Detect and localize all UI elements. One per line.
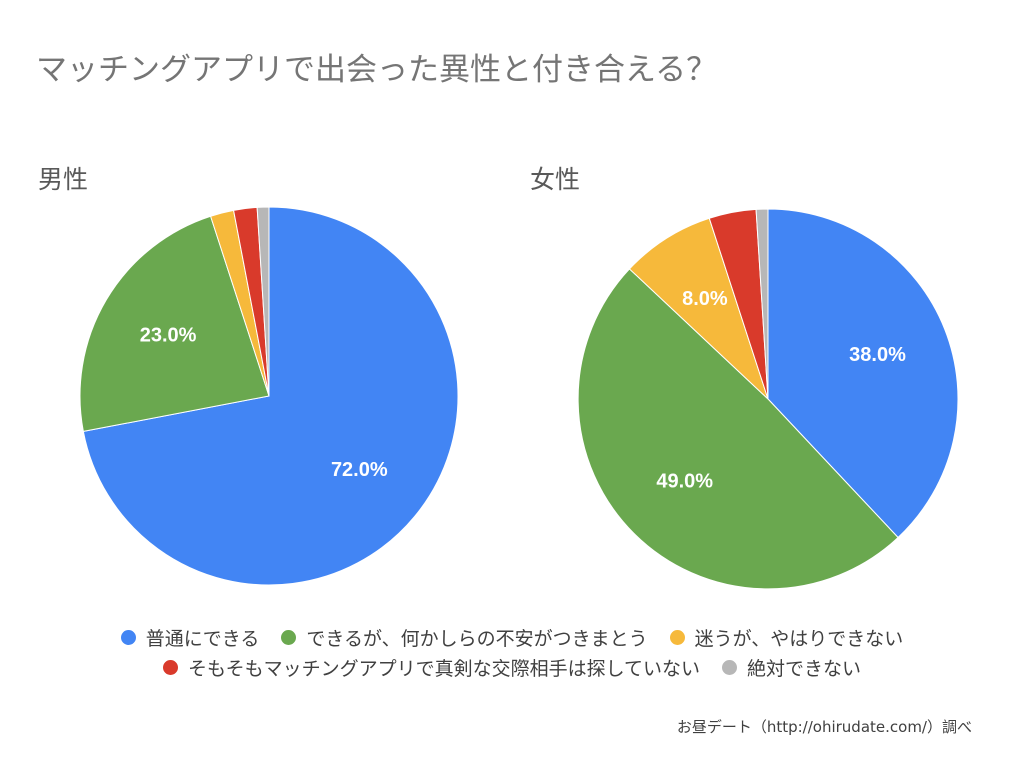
legend-label: 普通にできる xyxy=(145,628,260,650)
legend-label: できるが、何かしらの不安がつきまとう xyxy=(306,628,648,650)
male-pie-slice-0 xyxy=(82,206,459,586)
female-pie-data-label-2: 8.0% xyxy=(682,288,728,310)
legend-row-2: そもそもマッチングアプリで真剣な交際相手は探していない 絶対できない xyxy=(0,654,1024,681)
legend-item-never: 絶対できない xyxy=(722,654,861,681)
legend-dot-gray-icon xyxy=(722,660,738,675)
male-pie-data-label-1: 23.0% xyxy=(140,325,197,347)
chart-title: マッチングアプリで出会った異性と付き合える？ xyxy=(36,52,718,88)
legend-item-hesitant: 迷うが、やはりできない xyxy=(669,624,904,651)
male-pie-slice-4 xyxy=(256,206,270,397)
female-pie-chart: 38.0% 49.0% 8.0% xyxy=(577,208,959,590)
male-pie-chart: 72.0% 23.0% xyxy=(79,206,459,586)
female-pie-slice-2 xyxy=(628,217,769,400)
legend-item-normal: 普通にできる xyxy=(120,624,260,651)
female-pie-data-label-1: 49.0% xyxy=(656,471,713,493)
legend-label: 迷うが、やはりできない xyxy=(694,628,904,650)
legend-dot-yellow-icon xyxy=(669,630,685,645)
source-credit: お昼デート（http://ohirudate.com/）調べ xyxy=(676,718,972,736)
legend-row-1: 普通にできる できるが、何かしらの不安がつきまとう 迷うが、やはりできない xyxy=(0,624,1024,651)
female-chart-subtitle: 女性 xyxy=(530,165,581,194)
female-pie-slice-4 xyxy=(755,208,769,400)
legend-label: そもそもマッチングアプリで真剣な交際相手は探していない xyxy=(187,658,701,680)
female-pie-slice-0 xyxy=(767,208,959,539)
female-pie-data-label-0: 38.0% xyxy=(849,344,906,366)
legend-item-not-looking: そもそもマッチングアプリで真剣な交際相手は探していない xyxy=(162,654,701,681)
legend-dot-red-icon xyxy=(162,660,178,675)
female-pie-slice-1 xyxy=(577,268,899,590)
legend-item-anxious: できるが、何かしらの不安がつきまとう xyxy=(281,624,648,651)
legend-label: 絶対できない xyxy=(747,658,862,680)
male-pie-slice-1 xyxy=(79,215,270,433)
legend-dot-green-icon xyxy=(281,630,297,645)
male-chart-subtitle: 男性 xyxy=(38,165,89,194)
male-pie-data-label-0: 72.0% xyxy=(331,459,388,481)
legend-dot-blue-icon xyxy=(120,630,136,645)
